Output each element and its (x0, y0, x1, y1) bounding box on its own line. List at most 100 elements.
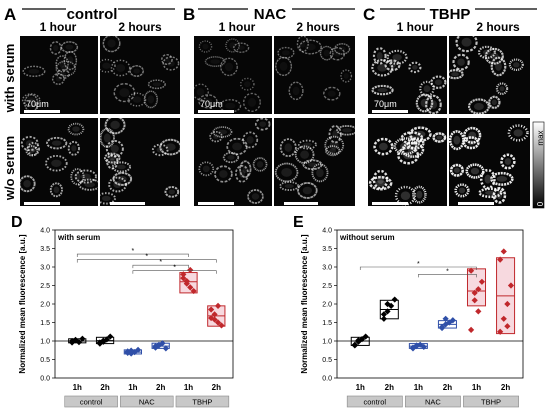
significance-star: * (446, 268, 449, 275)
x-tick-label: 2h (212, 383, 221, 392)
data-point (214, 319, 222, 326)
significance-star: * (173, 265, 176, 272)
group-label: NAC (425, 398, 441, 407)
significance-bracket (359, 266, 477, 270)
data-point (391, 296, 398, 303)
data-point (471, 289, 478, 296)
significance-star: * (132, 248, 135, 255)
data-point (413, 342, 420, 349)
data-point (190, 287, 197, 295)
colorbar-max-label: max (536, 130, 545, 145)
group-label: control (80, 398, 103, 407)
data-point (218, 322, 225, 329)
data-point (131, 349, 138, 356)
y-tick-label: 2.5 (322, 283, 332, 290)
panel-letter: D (11, 214, 23, 231)
data-point (180, 271, 187, 278)
data-point (155, 341, 163, 348)
micrograph-r1-c1 (20, 36, 98, 114)
micrograph-r2-c6 (449, 118, 530, 206)
micrograph-r1-c2 (100, 36, 180, 114)
data-point (478, 278, 486, 285)
y-tick-label: 0.0 (322, 376, 332, 383)
row-label-with-serum: with serum (2, 44, 17, 114)
group-label: control (364, 398, 387, 407)
x-tick-label: 1h (128, 383, 137, 392)
data-point (100, 337, 107, 344)
data-point (380, 311, 388, 318)
micrograph-grid (20, 36, 530, 206)
data-point (128, 347, 135, 354)
micrograph-r1-c6 (449, 36, 530, 114)
colorbar-min-label: 0 (536, 201, 545, 206)
data-point (355, 337, 362, 344)
data-point (500, 248, 507, 255)
data-point (467, 267, 475, 274)
x-tick-label: 1h (414, 383, 423, 392)
data-point (79, 335, 86, 342)
data-point (159, 340, 166, 347)
data-point (497, 328, 504, 335)
x-tick-label: 2h (385, 383, 394, 392)
micrograph-r1-c5 (368, 36, 447, 114)
data-point (380, 315, 388, 322)
time-label-c-2: 2 hours (476, 20, 520, 34)
group-label: TBHP (481, 398, 501, 407)
group-label-box (64, 395, 118, 408)
scale-bar (372, 202, 408, 205)
x-tick-label: 1h (73, 383, 82, 392)
panel-letter-a: A (4, 5, 16, 24)
panel-letter-c: C (363, 5, 375, 24)
data-point (475, 286, 482, 293)
data-point (504, 323, 511, 330)
scale-bar (110, 202, 145, 205)
y-tick-label: 1.5 (322, 320, 332, 327)
time-label-a-2: 2 hours (118, 20, 162, 34)
significance-bracket (132, 264, 189, 269)
data-point (438, 324, 446, 332)
row-label-without-serum: w/o serum (2, 136, 17, 201)
data-point (103, 336, 110, 343)
y-tick-label: 2.5 (40, 283, 50, 290)
scale-bar-label-b: 70μm (200, 99, 223, 109)
y-axis-label: Normalized mean fluorescence [a.u.] (18, 234, 27, 373)
y-tick-label: 4.0 (322, 228, 332, 235)
time-label-c-1: 1 hour (397, 20, 434, 34)
group-label-box (463, 395, 519, 408)
data-point (68, 339, 76, 346)
y-tick-label: 1.0 (40, 339, 50, 346)
data-point (183, 277, 190, 285)
y-tick-label: 0.5 (40, 357, 50, 364)
y-tick-label: 4.0 (40, 228, 50, 235)
x-tick-label: 1h (356, 383, 365, 392)
scale-bar-label-c: 70μm (374, 99, 397, 109)
scale-bar (372, 110, 408, 113)
significance-bracket (132, 270, 217, 274)
x-tick-label: 2h (501, 383, 510, 392)
data-point (180, 275, 187, 282)
data-point (351, 342, 358, 349)
y-axis-label: Normalized mean fluorescence [a.u.] (300, 234, 309, 373)
significance-bracket (76, 259, 217, 263)
time-label-b-2: 2 hours (296, 20, 340, 34)
plot-frame (336, 229, 524, 379)
scale-bar (284, 202, 318, 205)
scale-bar (198, 110, 234, 113)
data-point (211, 316, 218, 323)
time-label-b-1: 1 hour (219, 20, 256, 34)
data-point (208, 306, 215, 313)
plot-frame (54, 229, 234, 379)
y-tick-label: 0.0 (40, 376, 50, 383)
significance-bracket (418, 274, 477, 278)
micrograph-r2-c4 (274, 118, 355, 206)
panel-letter: E (293, 214, 304, 231)
chart-title: without serum (339, 233, 395, 242)
data-point (449, 317, 456, 324)
panel-title-a: control (67, 6, 118, 23)
significance-star: * (145, 254, 148, 261)
scale-bar (24, 110, 60, 113)
panel-title-b: NAC (254, 6, 287, 23)
x-tick-label: 2h (100, 383, 109, 392)
